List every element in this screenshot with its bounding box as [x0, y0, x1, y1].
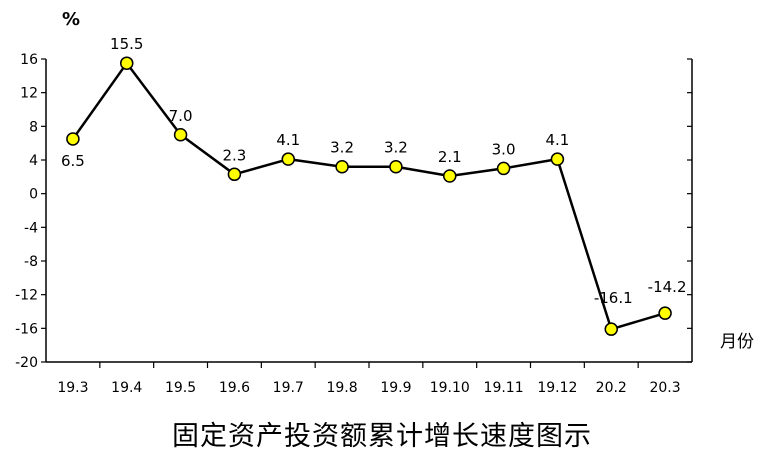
data-point-marker [604, 322, 618, 336]
x-tick-label: 19.9 [380, 380, 411, 396]
x-tick-label: 19.4 [111, 380, 142, 396]
data-point-marker [227, 167, 242, 182]
data-label: 15.5 [110, 35, 143, 53]
data-label: 4.1 [276, 131, 300, 149]
data-point-marker [120, 56, 134, 70]
x-tick-label: 19.3 [57, 380, 88, 396]
data-point-marker [335, 159, 349, 174]
data-point-marker [173, 128, 188, 142]
y-tick-label: -8 [24, 254, 38, 270]
data-points [66, 56, 672, 336]
y-tick-label: -12 [15, 288, 38, 304]
x-axis-unit: 月份 [720, 332, 754, 352]
axes [41, 58, 693, 368]
data-label: 3.2 [384, 139, 408, 157]
y-axis-unit: % [62, 9, 80, 30]
x-tick-label: 19.5 [165, 380, 196, 396]
series-line-path [71, 61, 666, 331]
data-label: 4.1 [545, 131, 569, 149]
x-tick-labels: 19.3 19.4 19.5 19.6 19.7 19.8 19.9 19.10 19.11 19… [57, 380, 680, 396]
data-point-marker [550, 152, 565, 166]
y-tick-label: -20 [15, 355, 38, 371]
data-point-marker [443, 169, 457, 183]
series-line [71, 61, 666, 331]
x-tick-label: 19.6 [219, 380, 250, 396]
y-tick-label: 4 [29, 153, 38, 169]
y-tick-label: -16 [15, 321, 38, 337]
data-point-marker [66, 132, 80, 146]
x-tick-label: 19.10 [430, 380, 470, 396]
data-label: -14.2 [648, 278, 687, 296]
x-tick-label: 20.2 [596, 380, 627, 396]
data-label: 7.0 [169, 107, 193, 125]
x-tick-label: 19.11 [484, 380, 524, 396]
x-tick-label: 20.3 [649, 380, 680, 396]
y-tick-label: -4 [24, 220, 38, 236]
data-label: 6.5 [61, 152, 85, 170]
data-label: 2.3 [222, 146, 246, 164]
data-label: -16.1 [594, 289, 633, 307]
data-label: 2.1 [438, 148, 462, 166]
data-point-marker [389, 159, 403, 174]
y-tick-label: 12 [20, 86, 38, 102]
data-label: 3.2 [330, 139, 354, 157]
y-tick-label: 16 [20, 52, 38, 68]
y-tick-labels: 16 12 8 4 0 -4 -8 -12 -16 -20 [15, 52, 38, 371]
data-label: 3.0 [492, 140, 516, 158]
x-tick-label: 19.8 [326, 380, 357, 396]
y-tick-label: 8 [29, 119, 38, 135]
data-point-marker [281, 152, 295, 166]
x-tick-label: 19.12 [537, 380, 577, 396]
data-point-marker [496, 161, 511, 176]
chart-title: 固定资产投资额累计增长速度图示 [172, 421, 592, 452]
data-point-marker [658, 306, 672, 320]
x-tick-label: 19.7 [273, 380, 304, 396]
data-labels: 6.5 15.5 7.0 2.3 4.1 3.2 3.2 2.1 3.0 4.1 -16.1 -14.… [61, 35, 687, 307]
y-tick-label: 0 [29, 187, 38, 203]
